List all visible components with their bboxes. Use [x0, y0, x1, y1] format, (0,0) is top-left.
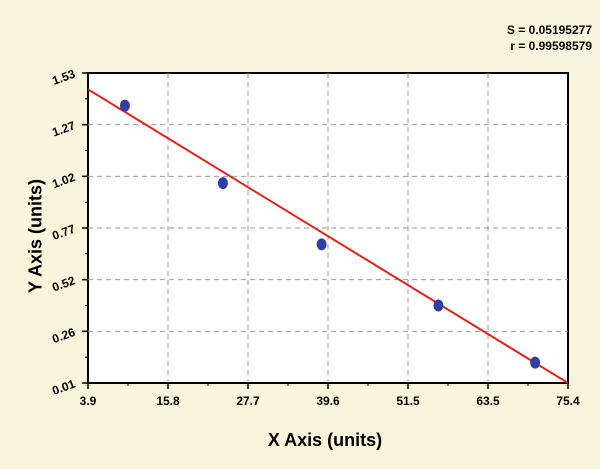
- axis-ticks: [82, 72, 569, 389]
- x-tick-label: 15.8: [156, 394, 180, 408]
- y-tick-labels: 0.01 0.26 0.52 0.77 1.02 1.27 1.53: [50, 67, 77, 398]
- data-points: [119, 99, 541, 369]
- x-axis-title: X Axis (units): [267, 430, 383, 450]
- data-point: [316, 238, 327, 251]
- y-tick-label: 0.77: [50, 222, 77, 243]
- y-tick-label: 0.01: [50, 377, 77, 398]
- r-statistic: r = 0.99598579: [510, 39, 592, 53]
- data-point: [119, 99, 130, 112]
- y-tick-label: 0.26: [50, 325, 77, 346]
- s-statistic: S = 0.05195277: [506, 23, 592, 37]
- x-tick-label: 51.5: [396, 394, 420, 408]
- y-tick-label: 1.02: [50, 170, 77, 191]
- x-tick-label: 39.6: [316, 394, 340, 408]
- x-tick-label: 3.9: [80, 394, 97, 408]
- grid-lines: [88, 73, 568, 383]
- y-tick-label: 1.53: [50, 67, 77, 88]
- y-tick-label: 1.27: [50, 118, 77, 139]
- x-tick-label: 63.5: [476, 394, 500, 408]
- data-point: [217, 177, 228, 190]
- fit-line: [87, 88, 569, 384]
- data-point: [530, 356, 541, 369]
- x-tick-label: 27.7: [236, 394, 260, 408]
- x-tick-label: 75.4: [556, 394, 580, 408]
- y-tick-label: 0.52: [50, 273, 77, 294]
- y-axis-title: Y Axis (units): [25, 178, 46, 294]
- x-tick-labels: 3.9 15.8 27.7 39.6 51.5 63.5 75.4: [80, 394, 580, 408]
- data-point: [433, 299, 444, 312]
